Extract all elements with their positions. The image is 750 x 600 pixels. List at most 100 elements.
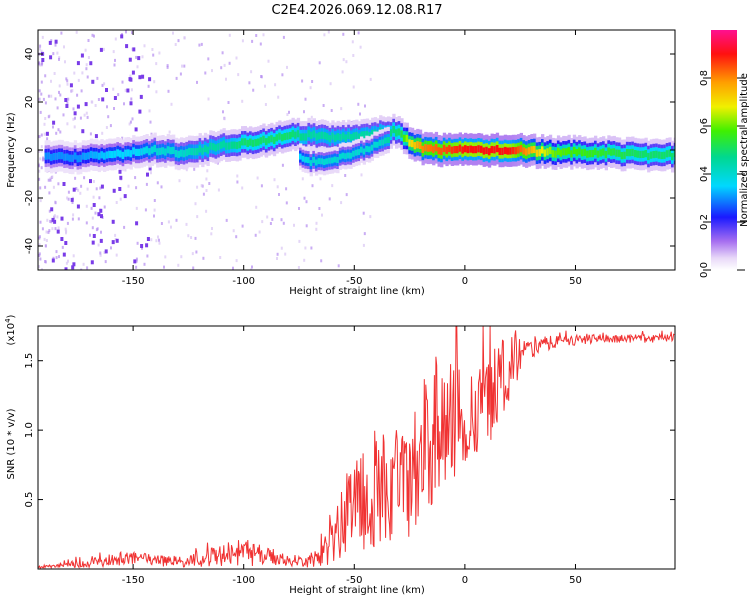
y-tick-label: 0.5 [24,492,35,508]
noise-cell [48,229,51,233]
noise-cell [148,109,151,113]
noise-cell [222,110,224,114]
ridge-cell [174,150,178,158]
ridge-cell [116,149,120,157]
noise-cell [105,88,108,92]
noise-cell [123,225,126,229]
ridge-cell [119,150,123,158]
noise-cell [100,214,103,219]
noise-cell [121,80,124,84]
noise-cell [104,260,107,264]
noise-cell [144,208,147,212]
noise-cell [305,200,308,204]
noise-cell [146,172,149,177]
noise-cell [54,227,57,231]
snr-ticks: -150 -100 -50 0 50 0.5 1.0 1.5 [24,326,675,586]
noise-cell [227,101,230,104]
noise-cell [225,218,228,222]
noise-cell [65,261,68,265]
ridge-cell [602,148,606,156]
noise-cell [151,48,154,51]
ridge-cell [538,149,542,157]
noise-cell [77,78,80,82]
ridge-cell [158,147,163,155]
noise-cell [55,131,58,135]
noise-cell [340,107,343,111]
noise-cell [103,205,106,209]
noise-cell [130,97,133,101]
x-tick-label: -50 [346,276,362,287]
noise-cell [327,30,330,34]
noise-cell [42,156,44,160]
ridge-cell [206,146,210,154]
noise-cell [40,149,43,153]
noise-cell [75,187,78,191]
ridge-cell [47,152,51,160]
noise-cell [158,241,161,245]
ridge-cell [530,146,534,154]
ridge-cell [145,146,149,154]
noise-cell [303,258,306,262]
noise-cell [38,252,41,256]
noise-cell [320,259,323,263]
noise-cell [65,104,69,108]
noise-cell [160,185,163,189]
noise-cell [228,33,231,37]
noise-cell [315,227,318,231]
noise-cell [100,184,104,189]
noise-cell [86,266,89,270]
noise-cell [130,88,133,92]
noise-cell [75,30,78,34]
noise-cell [228,61,231,65]
noise-cell [47,94,50,98]
x-tick-label: 50 [569,276,582,287]
noise-cell [58,57,60,61]
noise-cell [46,137,49,141]
noise-cell [301,177,304,181]
noise-cell [58,84,61,88]
noise-cell [55,250,58,254]
ridge-cell [376,141,380,148]
ridge-cell [322,159,327,166]
noise-cell [72,107,75,111]
noise-cell [117,93,120,97]
noise-cell [61,245,64,249]
noise-cell [223,63,226,67]
spectrogram-xlabel: Height of straight line (km) [289,286,425,297]
ridge-cell [211,143,216,151]
ridge-cell [527,147,531,155]
noise-cell [87,56,90,59]
ridge-cell [238,141,242,149]
ridge-cell [413,142,417,150]
noise-cell [147,84,150,88]
noise-cell [99,47,103,52]
colorbar: 0.0 0.2 0.4 0.6 0.8 Normalized spectral ampl… [699,30,750,278]
noise-cell [115,201,118,204]
noise-cell [143,44,146,48]
noise-cell [131,70,135,75]
ridge-cell [575,149,579,157]
noise-cell [38,254,41,257]
noise-cell [278,193,280,196]
ridge-cell [383,137,388,144]
ridge-cell [272,136,277,144]
ridge-cell [652,151,656,159]
noise-cell [135,206,138,210]
noise-cell [79,116,82,120]
ridge-cell [371,129,375,138]
noise-cell [113,107,115,110]
noise-cell [71,89,74,93]
noise-cell [134,127,138,132]
ridge-cell [445,146,449,154]
ridge-cell [95,151,99,159]
ridge-cell [517,146,521,154]
noise-cell [40,145,43,149]
ridge-cell [63,153,67,161]
noise-cell [286,65,288,69]
noise-cell [92,180,95,183]
noise-cell [39,157,42,161]
ridge-cell [639,150,643,159]
ridge-cell [373,141,377,148]
noise-cell [217,188,220,192]
noise-cell [251,265,253,269]
